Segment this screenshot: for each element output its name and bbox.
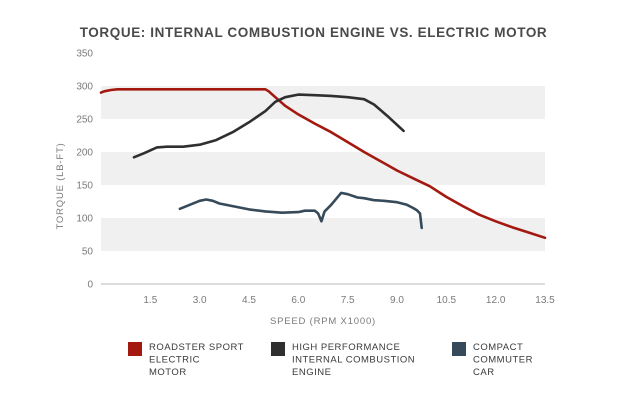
data-series bbox=[99, 88, 547, 240]
y-tick-label: 200 bbox=[76, 148, 93, 159]
x-tick-label: 9.0 bbox=[390, 295, 404, 306]
x-tick-label: 13.5 bbox=[535, 295, 555, 306]
y-tick-label: 0 bbox=[87, 280, 93, 291]
legend-label-line: COMPACT bbox=[473, 342, 523, 353]
y-tick-label: 50 bbox=[82, 247, 94, 258]
grid-band bbox=[101, 218, 545, 251]
x-axis-ticks: 1.5 3.0 4.5 6.0 7.5 9.0 10.5 12.0 13.5 bbox=[143, 295, 555, 306]
legend-label-line: ENGINE bbox=[292, 367, 331, 378]
legend-label-line: INTERNAL COMBUSTION bbox=[292, 355, 415, 366]
x-tick-label: 3.0 bbox=[193, 295, 207, 306]
legend-swatch bbox=[271, 342, 285, 356]
x-tick-label: 7.5 bbox=[341, 295, 355, 306]
legend-label-line: COMMUTER bbox=[473, 355, 533, 366]
x-tick-label: 10.5 bbox=[437, 295, 457, 306]
y-tick-label: 250 bbox=[76, 115, 93, 126]
x-tick-label: 6.0 bbox=[291, 295, 305, 306]
legend-label-line: HIGH PERFORMANCE bbox=[292, 342, 400, 353]
y-tick-label: 300 bbox=[76, 82, 93, 93]
y-tick-label: 150 bbox=[76, 181, 93, 192]
x-tick-label: 12.0 bbox=[486, 295, 506, 306]
x-tick-label: 4.5 bbox=[242, 295, 256, 306]
chart-title: TORQUE: INTERNAL COMBUSTION ENGINE VS. E… bbox=[80, 25, 548, 40]
legend-swatch bbox=[452, 342, 466, 356]
y-axis-ticks: 0 50 100 150 200 250 300 350 bbox=[76, 49, 93, 291]
grid-band bbox=[101, 86, 545, 119]
x-axis-label: SPEED (RPM X1000) bbox=[270, 316, 376, 327]
legend-label-line: CAR bbox=[473, 367, 495, 378]
legend-label-line: ROADSTER SPORT bbox=[149, 342, 244, 353]
series-line-1 bbox=[99, 88, 547, 240]
grid-band bbox=[101, 152, 545, 185]
legend-swatch bbox=[128, 342, 142, 356]
legend-label-line: ELECTRIC bbox=[149, 355, 200, 366]
legend-label-line: MOTOR bbox=[149, 367, 187, 378]
legend-item-2: HIGH PERFORMANCE INTERNAL COMBUSTIONENGIN… bbox=[271, 342, 415, 378]
series-line-2 bbox=[132, 93, 405, 159]
y-tick-label: 350 bbox=[76, 49, 93, 60]
y-axis-label: TORQUE (LB-FT) bbox=[55, 142, 66, 229]
y-tick-label: 100 bbox=[76, 214, 93, 225]
x-tick-label: 1.5 bbox=[143, 295, 157, 306]
series-line-3 bbox=[178, 191, 423, 230]
plot-background-bands bbox=[101, 86, 545, 251]
